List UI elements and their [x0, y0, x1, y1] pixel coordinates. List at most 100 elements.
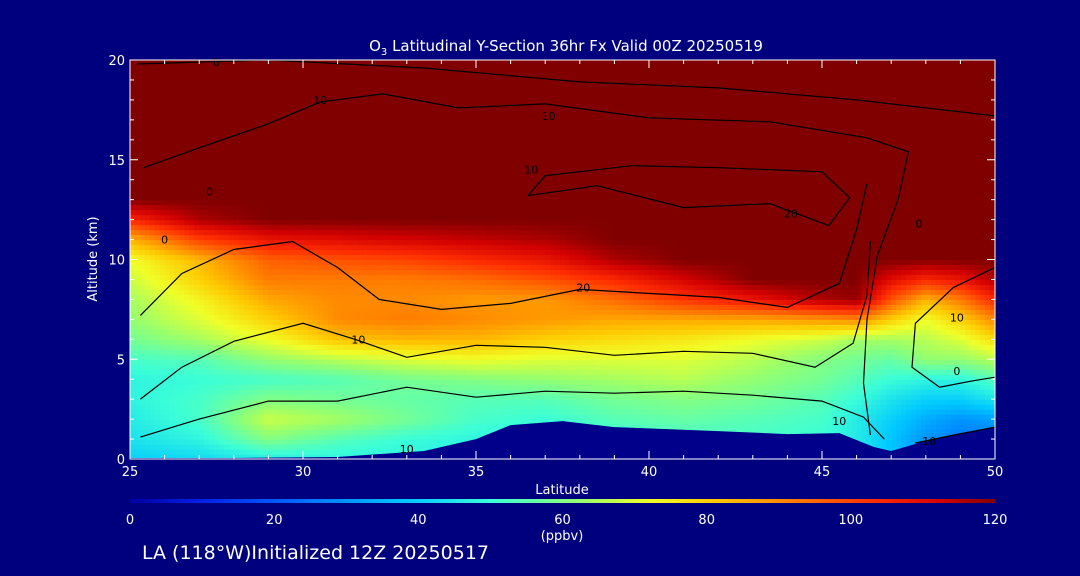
field-cell: [930, 394, 937, 400]
field-cell: [169, 419, 176, 425]
field-cell: [594, 334, 601, 340]
field-cell: [263, 404, 269, 410]
field-cell: [653, 374, 660, 380]
field-cell: [169, 349, 176, 355]
field-cell: [975, 349, 981, 355]
field-cell: [594, 344, 601, 350]
field-cell: [678, 369, 685, 375]
field-cell: [510, 404, 517, 410]
field-cell: [742, 364, 749, 370]
field-cell: [945, 334, 952, 340]
field-cell: [303, 414, 309, 420]
field-cell: [466, 419, 472, 425]
field-cell: [466, 394, 472, 400]
field-cell: [683, 349, 690, 355]
field-cell: [391, 334, 398, 340]
field-cell: [204, 344, 210, 350]
field-cell: [317, 369, 324, 375]
field-cell: [387, 419, 393, 425]
field-cell: [288, 414, 294, 420]
field-cell: [579, 394, 586, 400]
field-cell: [490, 379, 497, 385]
field-cell: [856, 334, 863, 340]
field-cell: [896, 434, 902, 440]
field-cell: [130, 339, 136, 345]
field-cell: [327, 419, 334, 425]
field-cell: [431, 444, 438, 450]
field-cell: [555, 374, 561, 380]
field-cell: [737, 419, 744, 425]
field-cell: [387, 404, 393, 410]
field-cell: [382, 419, 388, 425]
field-cell: [159, 424, 166, 430]
field-cell: [906, 329, 912, 335]
field-cell: [268, 374, 274, 380]
field-cell: [787, 329, 793, 335]
field-cell: [248, 429, 255, 435]
field-cell: [629, 339, 635, 345]
field-cell: [179, 399, 185, 405]
field-cell: [456, 359, 462, 365]
field-cell: [634, 339, 640, 345]
field-cell: [950, 379, 957, 385]
field-cell: [164, 434, 171, 440]
field-cell: [273, 334, 279, 340]
field-cell: [144, 424, 151, 430]
field-cell: [728, 389, 734, 395]
field-cell: [980, 339, 986, 345]
field-cell: [599, 324, 606, 330]
field-cell: [886, 339, 892, 345]
field-cell: [139, 369, 146, 375]
field-cell: [238, 409, 245, 415]
field-cell: [139, 414, 146, 420]
field-cell: [624, 324, 630, 330]
field-cell: [831, 429, 838, 435]
field-cell: [218, 364, 225, 370]
field-cell: [258, 389, 265, 395]
field-cell: [223, 439, 230, 445]
field-cell: [307, 449, 314, 455]
field-cell: [441, 414, 447, 420]
field-cell: [377, 439, 383, 445]
field-cell: [723, 344, 729, 350]
field-cell: [278, 379, 284, 385]
field-cell: [737, 374, 744, 380]
field-cell: [396, 409, 403, 415]
field-cell: [401, 359, 408, 365]
field-cell: [614, 379, 620, 385]
field-cell: [930, 379, 937, 385]
field-cell: [866, 384, 873, 390]
field-cell: [896, 344, 902, 350]
field-cell: [935, 364, 942, 370]
field-cell: [426, 409, 433, 415]
field-cell: [278, 449, 284, 455]
field-cell: [223, 329, 230, 335]
field-cell: [718, 374, 724, 380]
field-cell: [263, 384, 269, 390]
field-cell: [268, 449, 274, 455]
field-cell: [510, 334, 517, 340]
field-cell: [822, 329, 828, 335]
field-cell: [480, 339, 487, 345]
field-cell: [352, 379, 358, 385]
field-cell: [273, 399, 279, 405]
field-cell: [619, 324, 625, 330]
field-cell: [767, 374, 774, 380]
field-cell: [436, 419, 442, 425]
field-cell: [955, 364, 961, 370]
field-cell: [228, 404, 235, 410]
field-cell: [545, 349, 551, 355]
field-cell: [312, 409, 319, 415]
field-cell: [362, 394, 368, 400]
field-cell: [688, 364, 695, 370]
field-cell: [169, 384, 176, 390]
field-cell: [812, 389, 818, 395]
field-cell: [718, 339, 724, 345]
field-cell: [446, 414, 452, 420]
field-cell: [569, 314, 576, 320]
field-cell: [500, 389, 507, 395]
field-cell: [510, 324, 517, 330]
field-cell: [322, 329, 329, 335]
field-cell: [930, 409, 937, 415]
field-cell: [817, 404, 823, 410]
